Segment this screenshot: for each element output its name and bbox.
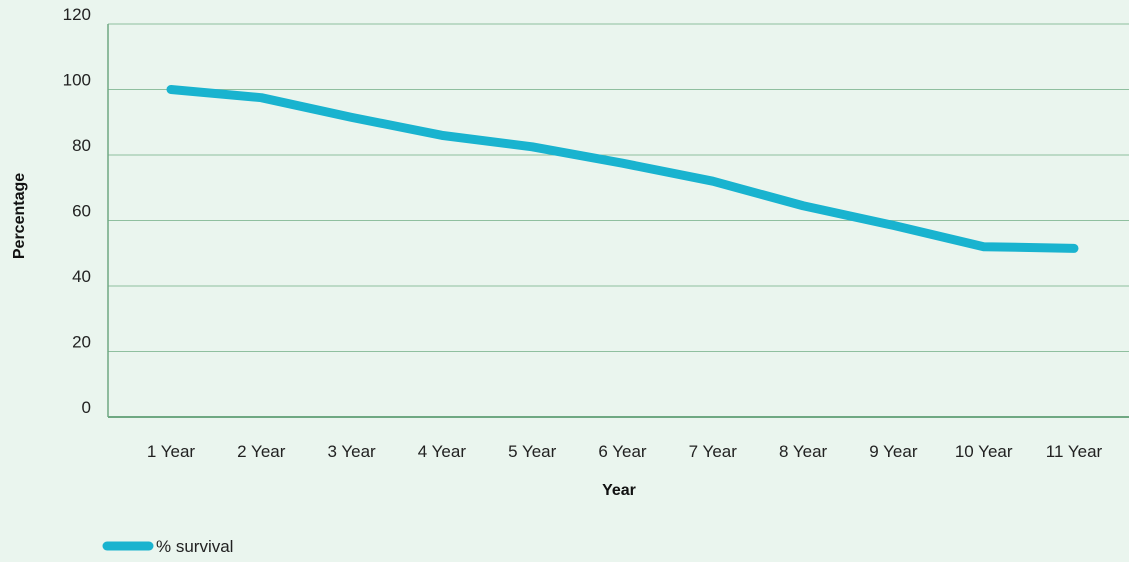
x-tick-label: 6 Year xyxy=(598,442,647,461)
legend: % survival xyxy=(102,537,233,556)
x-tick-label: 7 Year xyxy=(689,442,738,461)
y-tick-label: 120 xyxy=(63,5,91,24)
y-tick-label: 40 xyxy=(72,267,91,286)
data-point xyxy=(260,97,262,99)
y-tick-label: 80 xyxy=(72,136,91,155)
x-tick-label: 2 Year xyxy=(237,442,286,461)
data-point xyxy=(441,134,443,136)
x-tick-label: 8 Year xyxy=(779,442,828,461)
y-tick-label: 60 xyxy=(72,202,91,221)
x-tick-label: 1 Year xyxy=(147,442,196,461)
x-tick-label: 11 Year xyxy=(1046,442,1103,461)
x-axis-ticks: 1 Year 2 Year 3 Year 4 Year 5 Year 6 Year 7 Ye… xyxy=(147,442,1103,461)
x-tick-label: 5 Year xyxy=(508,442,557,461)
data-point xyxy=(983,246,985,248)
x-tick-label: 10 Year xyxy=(955,442,1013,461)
data-point xyxy=(892,224,894,226)
y-axis-title: Percentage xyxy=(11,173,28,259)
y-tick-label: 100 xyxy=(63,71,91,90)
data-point xyxy=(1073,247,1075,249)
legend-label: % survival xyxy=(156,537,233,556)
gridlines xyxy=(108,23,1129,352)
y-axis-ticks: 0 20 40 60 80 100 120 xyxy=(63,5,91,417)
data-point xyxy=(531,146,533,148)
x-axis-title: Year xyxy=(602,482,636,499)
series-group xyxy=(166,85,1079,253)
data-point xyxy=(351,116,353,118)
series-line xyxy=(166,85,1079,253)
y-tick-label: 20 xyxy=(72,333,91,352)
data-point xyxy=(622,162,623,164)
y-tick-label: 0 xyxy=(82,398,91,417)
x-tick-label: 3 Year xyxy=(327,442,376,461)
data-point xyxy=(170,89,172,90)
data-point xyxy=(712,180,714,182)
data-point xyxy=(802,205,804,207)
x-tick-label: 9 Year xyxy=(869,442,918,461)
x-tick-label: 4 Year xyxy=(418,442,467,461)
